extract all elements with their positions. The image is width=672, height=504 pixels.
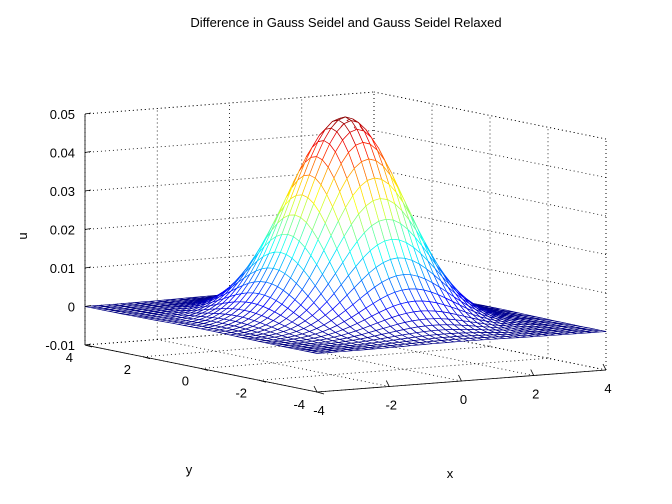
x-tick-label: 2 (532, 387, 539, 402)
z-tick (84, 151, 92, 153)
y-tick (316, 391, 325, 395)
y-tick-label: -4 (293, 397, 305, 412)
x-tick-label: 0 (460, 392, 467, 407)
x-tick (458, 374, 462, 382)
z-tick-label: 0.03 (50, 184, 75, 199)
x-tick-labels: -4 -2 0 2 4 (313, 381, 611, 418)
x-tick (313, 385, 318, 393)
z-tick (84, 305, 92, 307)
z-tick-label: 0.04 (50, 146, 75, 161)
z-axis-label: u (15, 232, 30, 239)
y-tick-label: 0 (182, 374, 189, 389)
y-tick-label: 2 (124, 362, 131, 377)
z-tick (84, 112, 92, 115)
z-gridline (84, 91, 375, 115)
y-tick (258, 379, 267, 383)
y-axis-label: y (186, 462, 193, 477)
surface-cell (592, 329, 607, 333)
y-tick-label: -2 (235, 385, 247, 400)
x-tick-label: -2 (385, 398, 397, 413)
z-tick (84, 228, 92, 230)
y-tick (200, 368, 209, 371)
x-tick-label: -4 (313, 403, 325, 418)
x-axis-label: x (447, 466, 454, 481)
z-tick-label: 0.05 (50, 107, 75, 122)
z-gridline (84, 168, 375, 192)
x-tick (530, 369, 535, 376)
y-tick-label: 4 (66, 350, 73, 365)
z-tick (84, 189, 92, 192)
y-gridline (200, 346, 491, 369)
z-tick-label: 0.02 (50, 223, 75, 238)
surface-mesh (84, 116, 607, 354)
z-tick-label: -0.01 (45, 338, 75, 353)
z-tick-label: 0.01 (50, 261, 75, 276)
z-tick (84, 343, 92, 346)
z-gridline (84, 207, 375, 230)
y-tick-labels: -4 -2 0 2 4 (66, 350, 305, 412)
z-tick-labels: -0.01 0 0.01 0.02 0.03 0.04 0.05 (45, 107, 75, 353)
x-tick-label: 4 (604, 381, 611, 396)
z-tick-label: 0 (68, 300, 75, 315)
x-tick (385, 380, 390, 387)
y-gridline (258, 357, 549, 381)
y-tick (142, 356, 151, 360)
tick-marks (84, 112, 607, 395)
x-tick (602, 363, 607, 371)
z-tick (84, 266, 92, 269)
chart-title: Difference in Gauss Seidel and Gauss Sei… (190, 15, 501, 30)
y-tick (84, 344, 93, 348)
